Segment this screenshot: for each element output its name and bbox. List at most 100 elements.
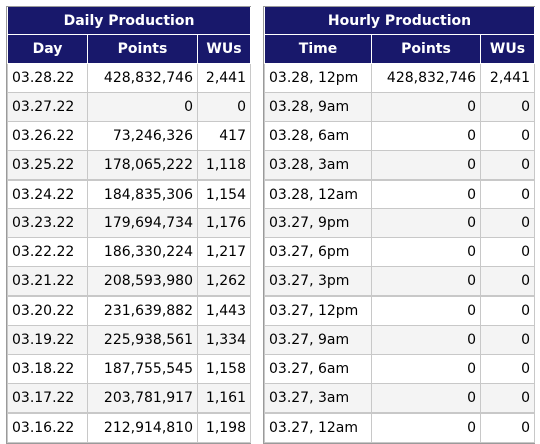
daily-cell-wus: 1,158: [197, 353, 251, 384]
hourly-production-panel: Hourly Production Time Points WUs 03.28,…: [263, 6, 536, 444]
daily-column-header-points: Points: [87, 34, 198, 64]
daily-cell-wus: 1,198: [197, 411, 251, 443]
daily-cell-points: 225,938,561: [87, 325, 198, 355]
daily-cell-day: 03.20.22: [7, 295, 88, 327]
daily-table-row: 03.25.22 178,065,222 1,118: [7, 149, 251, 181]
daily-cell-wus: 1,217: [197, 237, 251, 268]
hourly-table-row: 03.27, 12am 0 0: [264, 411, 536, 443]
hourly-cell-wus: 2,441: [479, 63, 536, 93]
daily-cell-wus: 1,161: [197, 382, 251, 414]
hourly-cell-points: 428,832,746: [371, 63, 481, 93]
daily-cell-wus: 1,176: [197, 208, 251, 239]
daily-table-row: 03.24.22 184,835,306 1,154: [7, 178, 251, 210]
hourly-cell-points: 0: [371, 237, 481, 268]
daily-cell-points: 0: [87, 91, 198, 122]
hourly-cell-points: 0: [371, 353, 481, 384]
hourly-table-row: 03.27, 12pm 0 0: [264, 295, 536, 327]
daily-table-row: 03.23.22 179,694,734 1,176: [7, 208, 251, 239]
daily-cell-points: 428,832,746: [87, 63, 198, 93]
daily-table-row: 03.18.22 187,755,545 1,158: [7, 353, 251, 384]
hourly-cell-wus: 0: [479, 411, 536, 443]
hourly-cell-time: 03.27, 6pm: [264, 237, 372, 268]
hourly-cell-points: 0: [371, 382, 481, 414]
hourly-cell-time: 03.28, 6am: [264, 120, 372, 151]
daily-column-header-day: Day: [7, 34, 88, 64]
daily-cell-points: 73,246,326: [87, 120, 198, 151]
daily-column-header-wus: WUs: [197, 34, 251, 64]
daily-cell-day: 03.27.22: [7, 91, 88, 122]
hourly-cell-points: 0: [371, 266, 481, 297]
daily-cell-day: 03.18.22: [7, 353, 88, 384]
daily-table-row: 03.17.22 203,781,917 1,161: [7, 382, 251, 414]
daily-table-row: 03.21.22 208,593,980 1,262: [7, 266, 251, 297]
hourly-cell-points: 0: [371, 149, 481, 181]
hourly-table-row: 03.28, 9am 0 0: [264, 91, 536, 122]
daily-production-rows: 03.28.22 428,832,746 2,441 03.27.22 0 0 03.26.…: [7, 63, 251, 443]
daily-cell-points: 231,639,882: [87, 295, 198, 327]
hourly-cell-time: 03.27, 9am: [264, 325, 372, 355]
hourly-cell-wus: 0: [479, 91, 536, 122]
daily-table-row: 03.28.22 428,832,746 2,441: [7, 63, 251, 93]
hourly-cell-wus: 0: [479, 382, 536, 414]
hourly-cell-time: 03.28, 12am: [264, 178, 372, 210]
daily-cell-day: 03.17.22: [7, 382, 88, 414]
hourly-table-row: 03.27, 6am 0 0: [264, 353, 536, 384]
daily-cell-day: 03.23.22: [7, 208, 88, 239]
daily-cell-day: 03.22.22: [7, 237, 88, 268]
hourly-column-header-time: Time: [264, 34, 372, 64]
hourly-column-header-wus: WUs: [479, 34, 536, 64]
hourly-cell-wus: 0: [479, 295, 536, 327]
hourly-production-title: Hourly Production: [263, 7, 536, 35]
hourly-table-row: 03.27, 9am 0 0: [264, 325, 536, 355]
hourly-cell-time: 03.27, 12pm: [264, 295, 372, 327]
hourly-cell-wus: 0: [479, 353, 536, 384]
hourly-cell-points: 0: [371, 295, 481, 327]
daily-cell-points: 178,065,222: [87, 149, 198, 181]
hourly-table-row: 03.28, 3am 0 0: [264, 149, 536, 181]
daily-cell-points: 208,593,980: [87, 266, 198, 297]
daily-cell-wus: 1,334: [197, 325, 251, 355]
hourly-table-row: 03.27, 6pm 0 0: [264, 237, 536, 268]
hourly-cell-wus: 0: [479, 325, 536, 355]
hourly-cell-wus: 0: [479, 237, 536, 268]
daily-table-row: 03.19.22 225,938,561 1,334: [7, 325, 251, 355]
hourly-cell-wus: 0: [479, 266, 536, 297]
hourly-table-row: 03.28, 12am 0 0: [264, 178, 536, 210]
daily-production-table: Daily Production Day Points WUs 03.28.22…: [7, 7, 251, 443]
hourly-cell-points: 0: [371, 411, 481, 443]
daily-cell-wus: 1,154: [197, 178, 251, 210]
hourly-column-header-points: Points: [371, 34, 481, 64]
daily-cell-day: 03.21.22: [7, 266, 88, 297]
daily-table-row: 03.26.22 73,246,326 417: [7, 120, 251, 151]
daily-cell-wus: 0: [197, 91, 251, 122]
hourly-cell-time: 03.27, 3pm: [264, 266, 372, 297]
daily-production-title: Daily Production: [7, 7, 251, 35]
daily-cell-points: 187,755,545: [87, 353, 198, 384]
hourly-table-row: 03.27, 9pm 0 0: [264, 208, 536, 239]
daily-cell-wus: 417: [197, 120, 251, 151]
daily-table-row: 03.22.22 186,330,224 1,217: [7, 237, 251, 268]
daily-cell-day: 03.16.22: [7, 411, 88, 443]
hourly-cell-time: 03.28, 9am: [264, 91, 372, 122]
daily-table-row: 03.20.22 231,639,882 1,443: [7, 295, 251, 327]
hourly-cell-points: 0: [371, 325, 481, 355]
daily-cell-points: 203,781,917: [87, 382, 198, 414]
hourly-cell-time: 03.28, 12pm: [264, 63, 372, 93]
hourly-cell-time: 03.27, 6am: [264, 353, 372, 384]
hourly-cell-wus: 0: [479, 120, 536, 151]
hourly-production-rows: 03.28, 12pm 428,832,746 2,441 03.28, 9am 0 0 0…: [264, 63, 536, 443]
daily-production-panel: Daily Production Day Points WUs 03.28.22…: [6, 6, 251, 444]
daily-cell-wus: 1,118: [197, 149, 251, 181]
hourly-table-row: 03.28, 6am 0 0: [264, 120, 536, 151]
daily-cell-wus: 1,262: [197, 266, 251, 297]
hourly-cell-time: 03.27, 3am: [264, 382, 372, 414]
daily-cell-points: 186,330,224: [87, 237, 198, 268]
hourly-cell-points: 0: [371, 178, 481, 210]
daily-cell-day: 03.19.22: [7, 325, 88, 355]
hourly-cell-time: 03.27, 9pm: [264, 208, 372, 239]
daily-cell-points: 179,694,734: [87, 208, 198, 239]
daily-cell-wus: 2,441: [197, 63, 251, 93]
hourly-cell-points: 0: [371, 208, 481, 239]
hourly-table-row: 03.27, 3am 0 0: [264, 382, 536, 414]
daily-cell-day: 03.28.22: [7, 63, 88, 93]
